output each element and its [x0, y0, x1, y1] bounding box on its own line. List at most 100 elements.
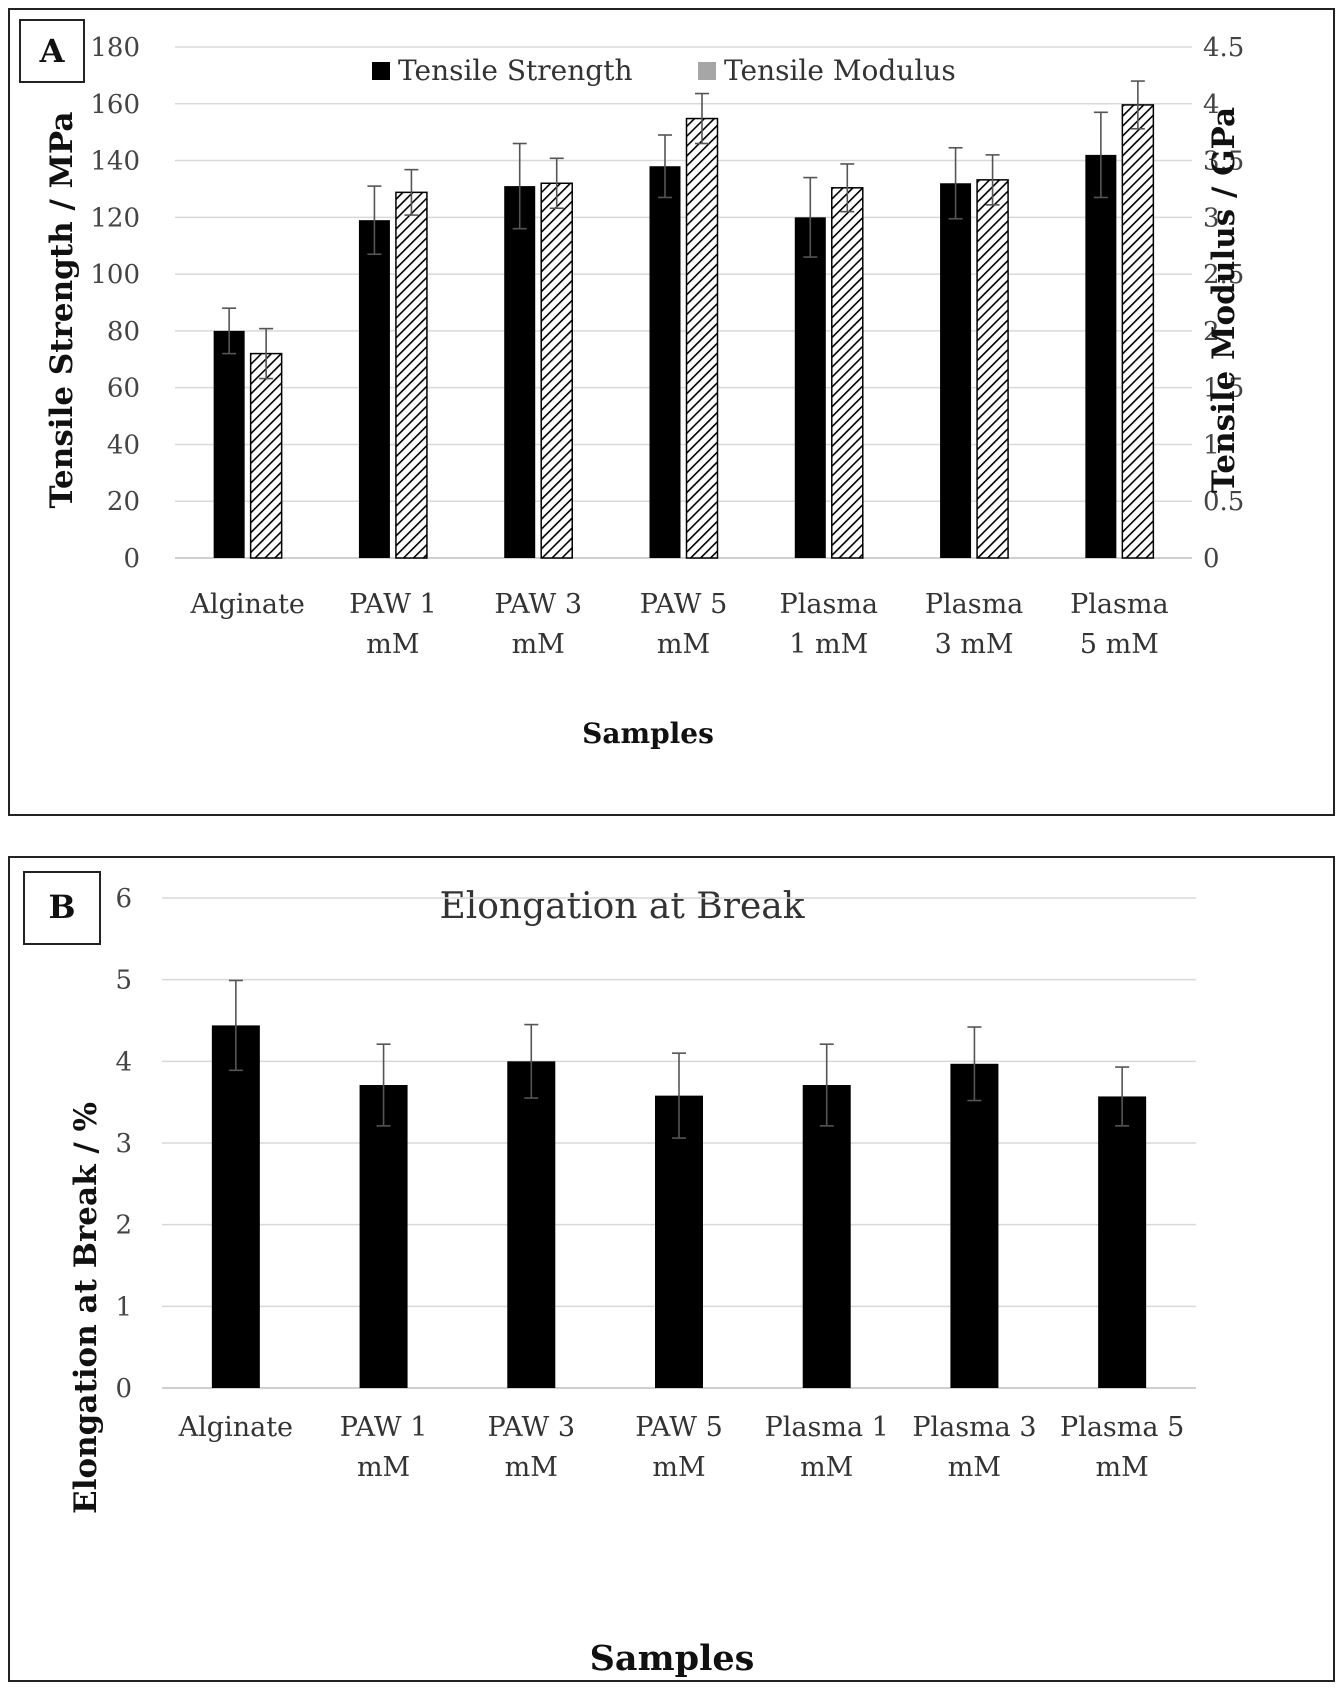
category-label-paw-5-mm: PAW 5	[640, 589, 728, 620]
y-tick-140: 140	[90, 147, 140, 177]
y-axis-title-right: Tensile Modulus / GPa	[1206, 107, 1242, 493]
bar-tensile-modulus-paw-1-mm	[395, 191, 428, 559]
panel-letter-b: B	[48, 888, 75, 926]
y-tick-0: 0	[115, 1374, 132, 1404]
error-bars	[222, 80, 1145, 380]
y-tick-4: 4	[115, 1047, 132, 1077]
bar-tensile-strength-plasma-3-mm	[940, 183, 972, 558]
y-tick-120: 120	[90, 203, 140, 233]
category-label-paw-1-mm: PAW 1	[340, 1412, 428, 1443]
category-label-plasma-1-mm-line2: 1 mM	[789, 629, 868, 660]
legend-label-tensile-modulus: Tensile Modulus	[724, 54, 956, 87]
y2-tick-4-5: 4.5	[1203, 33, 1244, 63]
bar-tensile-strength-alginate	[213, 330, 245, 558]
panel-letter-box	[23, 871, 101, 945]
category-labels: Alginate PAW 1 mM PAW 3 mM PAW 5 mM Plasma 1 mM P…	[178, 1412, 1185, 1483]
bar-tensile-strength-paw-1-mm	[358, 220, 390, 558]
bar-tensile-strength-plasma-1-mm	[794, 217, 826, 559]
right-y-ticks: 0 0.5 1 1.5 2 2.5 3 3.5 4 4.5	[1203, 33, 1244, 574]
gridlines	[175, 46, 1192, 559]
category-label-paw-5-mm-line2: mM	[652, 1452, 705, 1483]
category-label-plasma-3-mm: Plasma	[925, 589, 1023, 620]
y-ticks: 0 1 2 3 4 5 6	[115, 884, 132, 1404]
bar-elongation-alginate	[211, 1025, 260, 1388]
category-label-plasma-5-mm-line2: 5 mM	[1080, 629, 1159, 660]
y-tick-1: 1	[115, 1292, 132, 1322]
category-label-paw-3-mm-line2: mM	[505, 1452, 558, 1483]
y-tick-40: 40	[107, 430, 140, 460]
tensile-chart-svg: A 0 20 40 60 80 100 120 140 160 180 0 0.5 1 1.5 2 2.5 3…	[19, 19, 1244, 750]
panel-letter-box	[19, 19, 85, 83]
legend-label-tensile-strength: Tensile Strength	[398, 54, 633, 87]
legend-swatch-tensile-modulus	[698, 62, 716, 80]
category-label-paw-5-mm-line2: mM	[657, 629, 710, 660]
y-tick-180: 180	[90, 33, 140, 63]
y-axis-title-left: Tensile Strength / MPa	[44, 112, 80, 509]
y2-tick-2: 2	[1203, 317, 1220, 347]
bar-tensile-modulus-alginate	[249, 352, 283, 559]
category-label-plasma-5-mm: Plasma 5	[1060, 1412, 1184, 1443]
y2-tick-4: 4	[1203, 90, 1220, 120]
bar-tensile-modulus-paw-5-mm	[685, 117, 719, 559]
category-label-paw-3-mm: PAW 3	[487, 1412, 575, 1443]
bar-elongation-plasma-3-mm	[950, 1063, 999, 1388]
bar-tensile-modulus-plasma-1-mm	[831, 187, 864, 559]
y2-tick-1-5: 1.5	[1203, 374, 1244, 404]
y2-tick-2-5: 2.5	[1203, 260, 1244, 290]
y2-tick-3: 3	[1203, 203, 1220, 233]
category-label-plasma-5-mm: Plasma	[1070, 589, 1168, 620]
legend-swatch-tensile-strength	[372, 62, 390, 80]
category-labels: Alginate PAW 1 mM PAW 3 mM PAW 5 mM Plasma 1 mM P…	[189, 589, 1168, 660]
panel-a-tensile-chart: A 0 20 40 60 80 100 120 140 160 180 0 0.5 1 1.5 2 2.5 3…	[8, 8, 1335, 816]
category-label-alginate: Alginate	[189, 589, 304, 620]
bar-tensile-modulus-plasma-5-mm	[1121, 104, 1155, 559]
x-axis-title: Samples	[590, 1638, 755, 1679]
bar-tensile-modulus-paw-3-mm	[540, 182, 573, 559]
category-label-paw-5-mm: PAW 5	[635, 1412, 723, 1443]
y-tick-3: 3	[115, 1129, 132, 1159]
bar-tensile-strength-paw-3-mm	[504, 186, 536, 558]
category-label-plasma-5-mm-line2: mM	[1096, 1452, 1149, 1483]
bar-elongation-paw-3-mm	[507, 1061, 556, 1388]
y-tick-160: 160	[90, 90, 140, 120]
legend: Tensile Strength Tensile Modulus	[372, 54, 956, 87]
y-tick-60: 60	[107, 374, 140, 404]
y-tick-2: 2	[115, 1211, 132, 1241]
category-label-paw-1-mm-line2: mM	[357, 1452, 410, 1483]
y2-tick-1: 1	[1203, 430, 1220, 460]
category-label-plasma-3-mm-line2: 3 mM	[935, 629, 1014, 660]
bar-elongation-paw-5-mm	[655, 1095, 703, 1388]
category-label-paw-3-mm: PAW 3	[494, 589, 582, 620]
y-tick-6: 6	[115, 884, 132, 914]
error-bars	[228, 979, 1130, 1139]
category-label-plasma-1-mm: Plasma	[780, 589, 878, 620]
bar-elongation-paw-1-mm	[359, 1085, 408, 1388]
category-label-plasma-1-mm: Plasma 1	[765, 1412, 889, 1443]
category-label-plasma-3-mm: Plasma 3	[912, 1412, 1036, 1443]
category-label-alginate: Alginate	[178, 1412, 293, 1443]
category-label-plasma-3-mm-line2: mM	[948, 1452, 1001, 1483]
elongation-chart-svg: B Elongation at Break 0 1 2 3 4 5 6 Alginate PA…	[23, 871, 1196, 1679]
chart-title: Elongation at Break	[439, 886, 805, 927]
y-tick-20: 20	[107, 487, 140, 517]
category-label-paw-1-mm-line2: mM	[366, 629, 419, 660]
x-axis-title: Samples	[582, 717, 714, 750]
bar-elongation-plasma-1-mm	[802, 1085, 851, 1388]
bars	[213, 104, 1155, 559]
panel-letter-a: A	[39, 32, 66, 70]
bar-elongation-plasma-5-mm	[1098, 1096, 1147, 1388]
y2-tick-3-5: 3.5	[1203, 147, 1244, 177]
left-y-ticks: 0 20 40 60 80 100 120 140 160 180	[90, 33, 140, 574]
category-label-paw-1-mm: PAW 1	[349, 589, 437, 620]
bar-tensile-modulus-plasma-3-mm	[976, 179, 1009, 559]
y-tick-100: 100	[90, 260, 140, 290]
bars	[211, 1025, 1147, 1388]
y-axis-title: Elongation at Break / %	[68, 1102, 104, 1514]
y-tick-80: 80	[107, 317, 140, 347]
y-tick-0: 0	[123, 544, 140, 574]
panel-b-elongation-chart: B Elongation at Break 0 1 2 3 4 5 6 Alginate PA…	[8, 856, 1335, 1682]
category-label-paw-3-mm-line2: mM	[512, 629, 565, 660]
y2-tick-0-5: 0.5	[1203, 487, 1244, 517]
category-label-plasma-1-mm-line2: mM	[800, 1452, 853, 1483]
bar-tensile-strength-paw-5-mm	[649, 166, 681, 558]
